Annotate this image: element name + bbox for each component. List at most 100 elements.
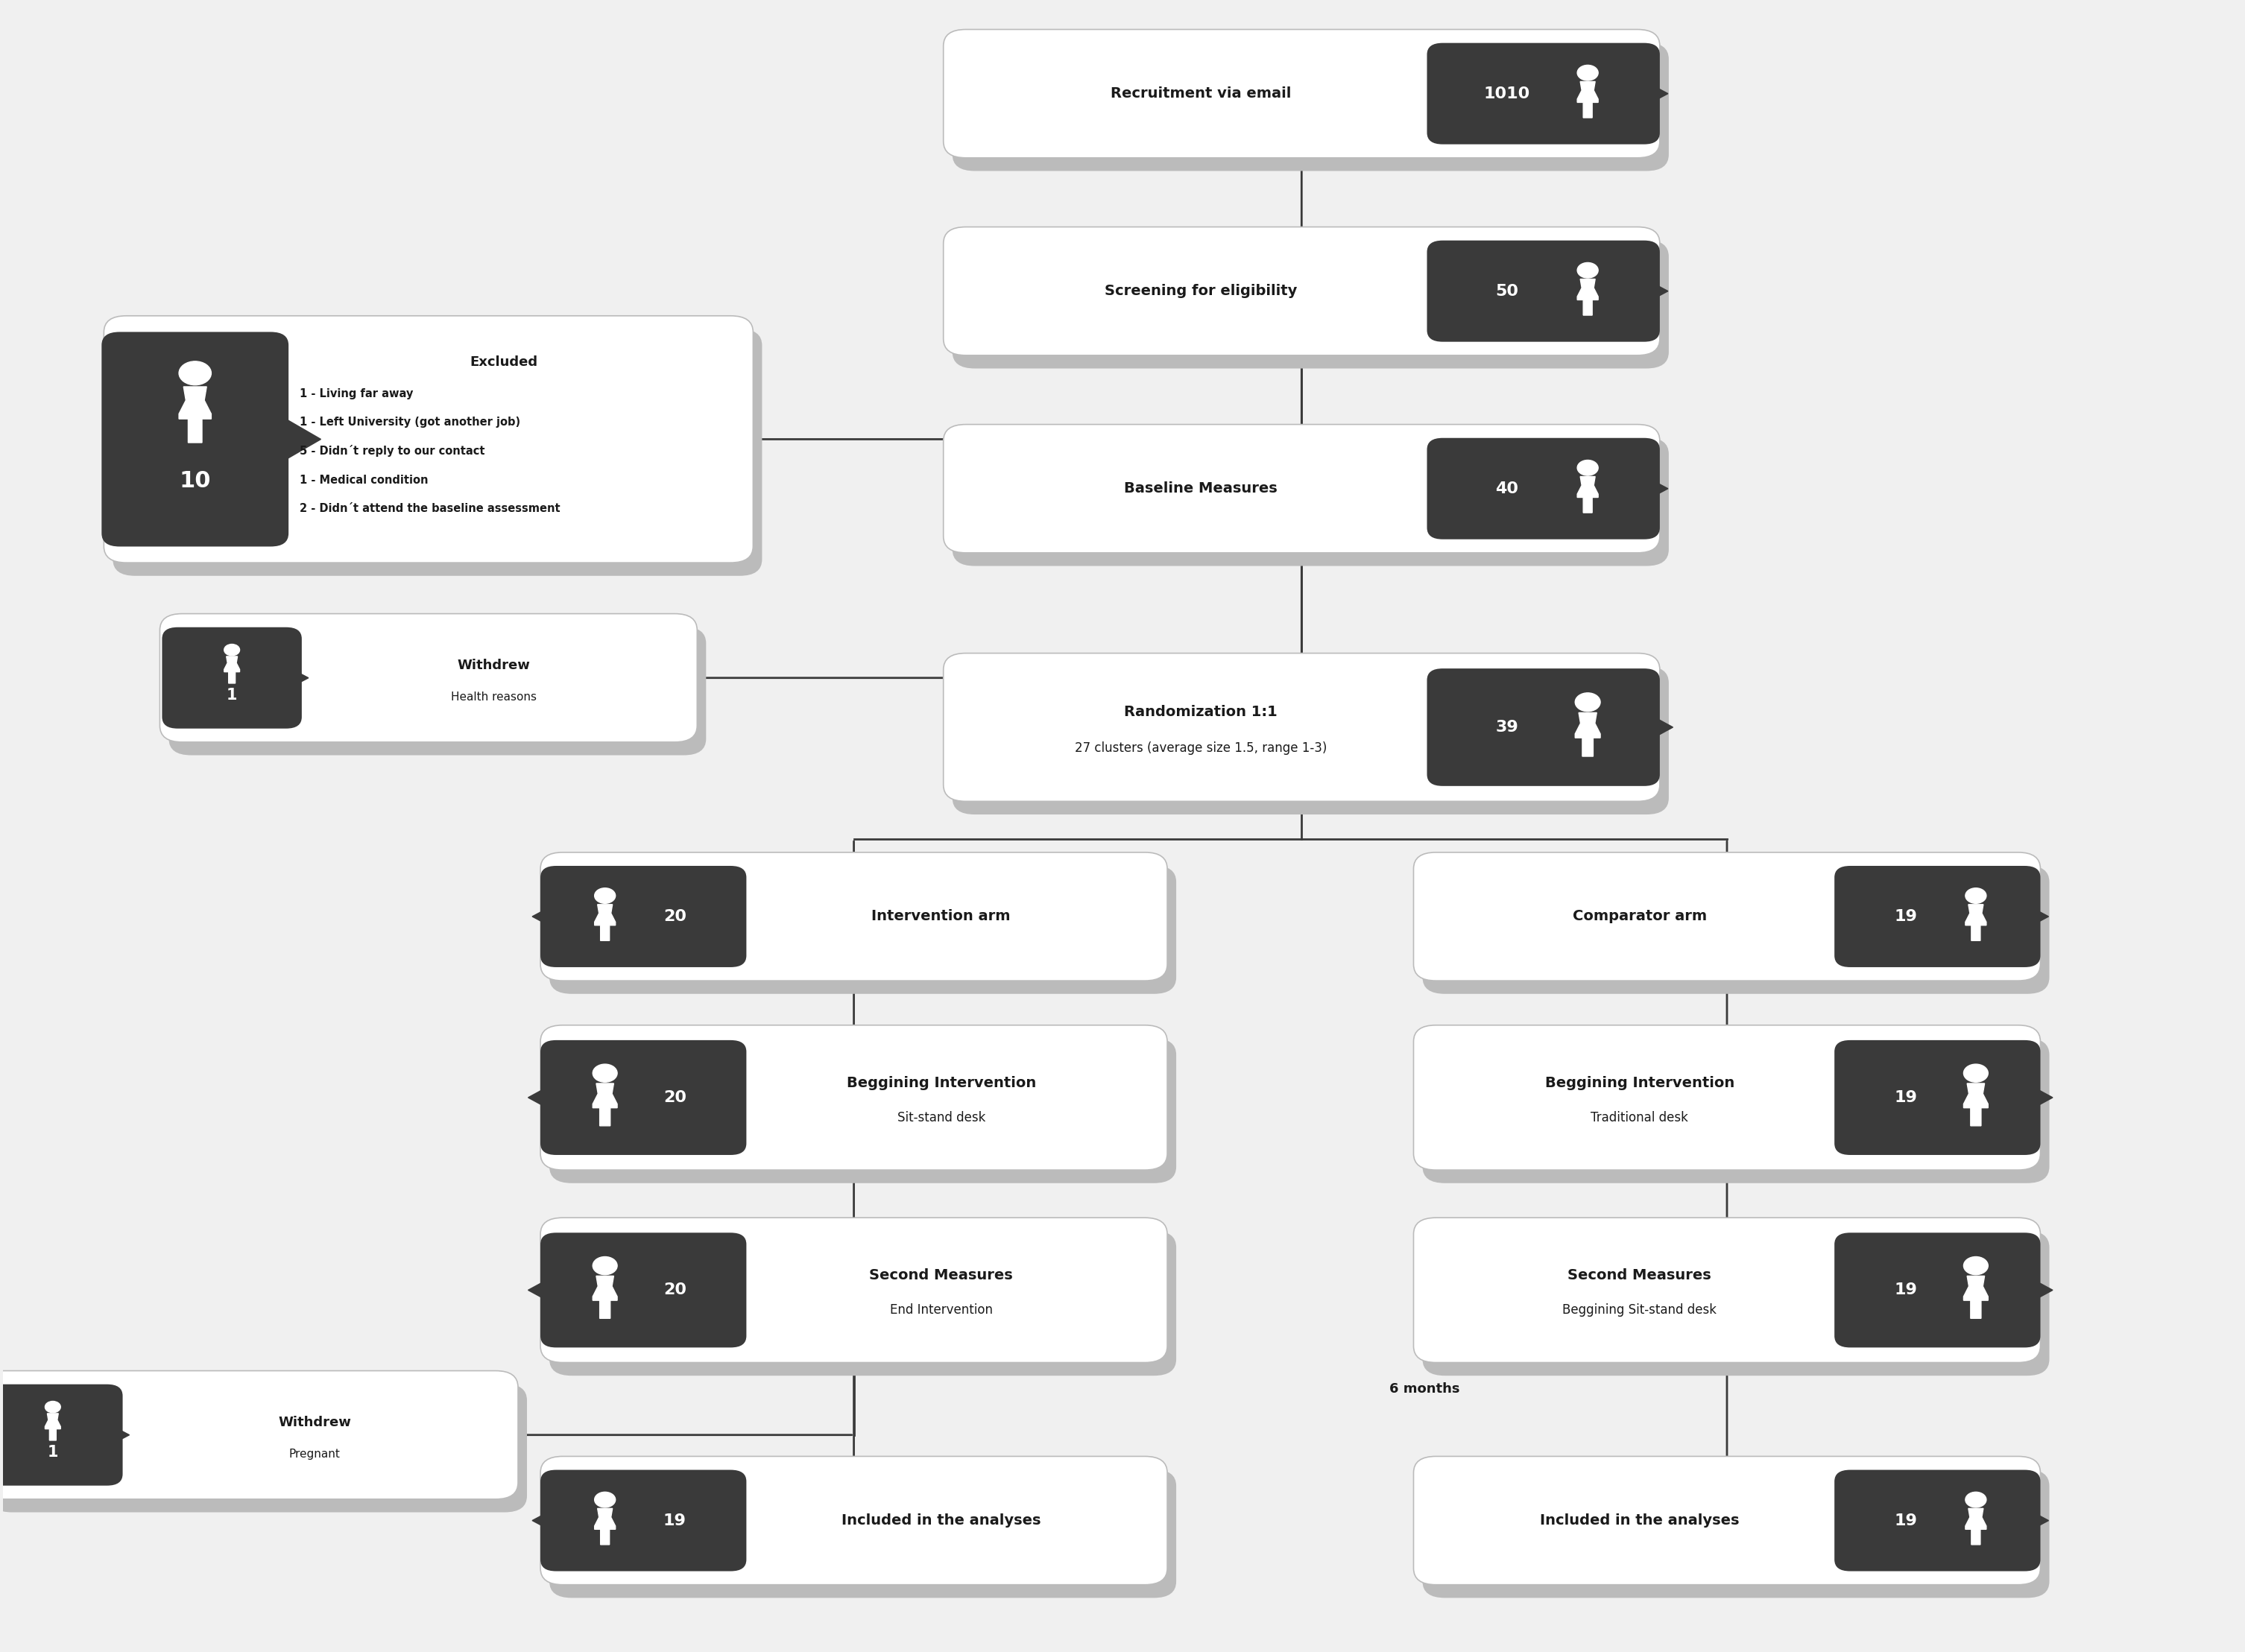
Text: Beggining Intervention: Beggining Intervention [846, 1075, 1035, 1090]
FancyBboxPatch shape [1423, 1470, 2050, 1597]
FancyBboxPatch shape [1834, 1232, 2041, 1348]
Text: 6 months: 6 months [1390, 1383, 1459, 1396]
FancyBboxPatch shape [550, 1231, 1176, 1376]
Circle shape [593, 1064, 617, 1082]
Text: Intervention arm: Intervention arm [871, 910, 1010, 923]
FancyBboxPatch shape [541, 1470, 745, 1571]
FancyBboxPatch shape [541, 1232, 745, 1348]
FancyBboxPatch shape [112, 329, 761, 577]
Circle shape [1964, 889, 1987, 904]
FancyBboxPatch shape [550, 1470, 1176, 1597]
FancyBboxPatch shape [1423, 866, 2050, 995]
FancyBboxPatch shape [1428, 438, 1659, 539]
Polygon shape [528, 1272, 561, 1308]
Polygon shape [593, 1084, 617, 1125]
FancyBboxPatch shape [1834, 1470, 2041, 1571]
Text: Included in the analyses: Included in the analyses [842, 1513, 1042, 1528]
Text: 20: 20 [662, 1282, 687, 1297]
Polygon shape [1639, 709, 1673, 745]
Polygon shape [2021, 902, 2050, 932]
Polygon shape [532, 902, 561, 932]
Polygon shape [1964, 1084, 1989, 1125]
Text: 19: 19 [1895, 1513, 1917, 1528]
FancyBboxPatch shape [168, 626, 707, 755]
Text: Beggining Intervention: Beggining Intervention [1545, 1075, 1735, 1090]
Text: 1 - Medical condition: 1 - Medical condition [301, 474, 429, 486]
Text: 1: 1 [47, 1446, 58, 1460]
Polygon shape [224, 656, 240, 684]
FancyBboxPatch shape [952, 438, 1668, 567]
Text: Screening for eligibility: Screening for eligibility [1105, 284, 1298, 299]
Circle shape [224, 644, 240, 656]
Text: Second Measures: Second Measures [1567, 1269, 1711, 1282]
FancyBboxPatch shape [952, 240, 1668, 368]
Polygon shape [1578, 81, 1598, 117]
Text: 39: 39 [1495, 720, 1518, 735]
FancyBboxPatch shape [1414, 1026, 2041, 1170]
FancyBboxPatch shape [1428, 669, 1659, 786]
Circle shape [1964, 1064, 1989, 1082]
FancyBboxPatch shape [943, 425, 1659, 553]
Text: Recruitment via email: Recruitment via email [1111, 86, 1291, 101]
Text: Included in the analyses: Included in the analyses [1540, 1513, 1740, 1528]
Text: 19: 19 [662, 1513, 687, 1528]
Circle shape [1964, 1492, 1987, 1507]
FancyBboxPatch shape [952, 666, 1668, 814]
FancyBboxPatch shape [1834, 866, 2041, 966]
Polygon shape [593, 1275, 617, 1318]
Text: Comparator arm: Comparator arm [1572, 910, 1706, 923]
Polygon shape [1964, 1508, 1987, 1545]
Circle shape [595, 889, 615, 904]
Polygon shape [281, 664, 308, 692]
Text: 19: 19 [1895, 909, 1917, 923]
Circle shape [1578, 64, 1598, 81]
FancyBboxPatch shape [550, 1039, 1176, 1183]
Text: 20: 20 [662, 1090, 687, 1105]
FancyBboxPatch shape [1423, 1039, 2050, 1183]
Circle shape [1576, 692, 1601, 712]
Polygon shape [1964, 904, 1987, 940]
Text: Pregnant: Pregnant [290, 1449, 341, 1460]
Polygon shape [2021, 1080, 2052, 1115]
FancyBboxPatch shape [541, 1218, 1167, 1363]
Text: Beggining Sit-stand desk: Beggining Sit-stand desk [1563, 1303, 1717, 1317]
FancyBboxPatch shape [103, 316, 752, 563]
Polygon shape [267, 408, 321, 471]
FancyBboxPatch shape [541, 1457, 1167, 1584]
FancyBboxPatch shape [952, 43, 1668, 170]
Polygon shape [2021, 1505, 2050, 1536]
FancyBboxPatch shape [943, 653, 1659, 801]
Text: 20: 20 [662, 909, 687, 923]
Polygon shape [1639, 474, 1668, 504]
FancyBboxPatch shape [0, 1384, 528, 1512]
Text: 19: 19 [1895, 1282, 1917, 1297]
Polygon shape [595, 904, 615, 940]
Polygon shape [595, 1508, 615, 1545]
Text: 27 clusters (average size 1.5, range 1-3): 27 clusters (average size 1.5, range 1-3… [1075, 742, 1327, 755]
Text: 1 - Left University (got another job): 1 - Left University (got another job) [301, 416, 521, 428]
FancyBboxPatch shape [159, 613, 698, 742]
FancyBboxPatch shape [1423, 1231, 2050, 1376]
FancyBboxPatch shape [162, 628, 301, 729]
FancyBboxPatch shape [101, 332, 290, 547]
FancyBboxPatch shape [541, 1026, 1167, 1170]
Circle shape [180, 362, 211, 385]
FancyBboxPatch shape [0, 1384, 123, 1485]
Text: Second Measures: Second Measures [869, 1269, 1012, 1282]
Polygon shape [45, 1414, 61, 1441]
Text: 50: 50 [1495, 284, 1518, 299]
FancyBboxPatch shape [0, 1371, 519, 1498]
Polygon shape [528, 1080, 561, 1115]
Polygon shape [1639, 79, 1668, 109]
Text: 1 - Living far away: 1 - Living far away [301, 388, 413, 400]
FancyBboxPatch shape [1428, 241, 1659, 342]
Circle shape [1578, 263, 1598, 278]
Text: 10: 10 [180, 469, 211, 491]
FancyBboxPatch shape [1428, 43, 1659, 144]
FancyBboxPatch shape [1414, 1457, 2041, 1584]
FancyBboxPatch shape [541, 866, 745, 966]
Circle shape [595, 1492, 615, 1507]
FancyBboxPatch shape [541, 852, 1167, 981]
Polygon shape [1576, 712, 1601, 757]
FancyBboxPatch shape [1414, 852, 2041, 981]
